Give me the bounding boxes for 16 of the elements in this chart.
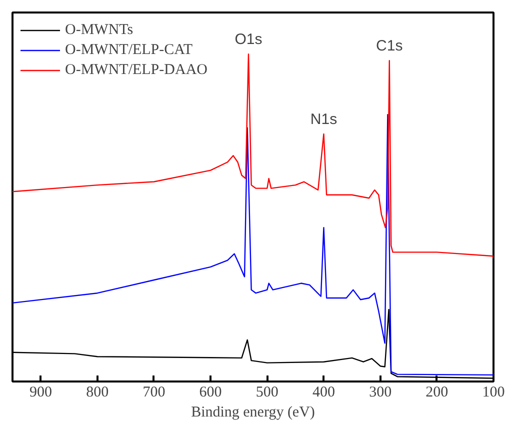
x-tick-label: 300 <box>369 384 392 400</box>
annotation: N1s <box>310 110 338 128</box>
legend-label: O-MWNTs <box>65 22 134 38</box>
x-tick-label: 500 <box>256 384 278 400</box>
annotation: O1s <box>234 31 262 48</box>
x-axis-title: Binding energy (eV) <box>191 404 315 420</box>
x-tick-label: 400 <box>312 384 335 400</box>
x-tick-label: 100 <box>482 384 505 400</box>
legend-label: O-MWNT/ELP-DAAO <box>65 62 208 78</box>
x-tick-label: 900 <box>30 384 52 400</box>
x-tick-label: 600 <box>199 384 222 400</box>
legend-label: O-MWNT/ELP-CAT <box>65 42 192 58</box>
x-tick-label: 200 <box>426 384 448 400</box>
x-tick-label: 700 <box>142 384 166 400</box>
x-tick-label: 800 <box>86 384 109 400</box>
annotation: C1s <box>376 38 403 55</box>
